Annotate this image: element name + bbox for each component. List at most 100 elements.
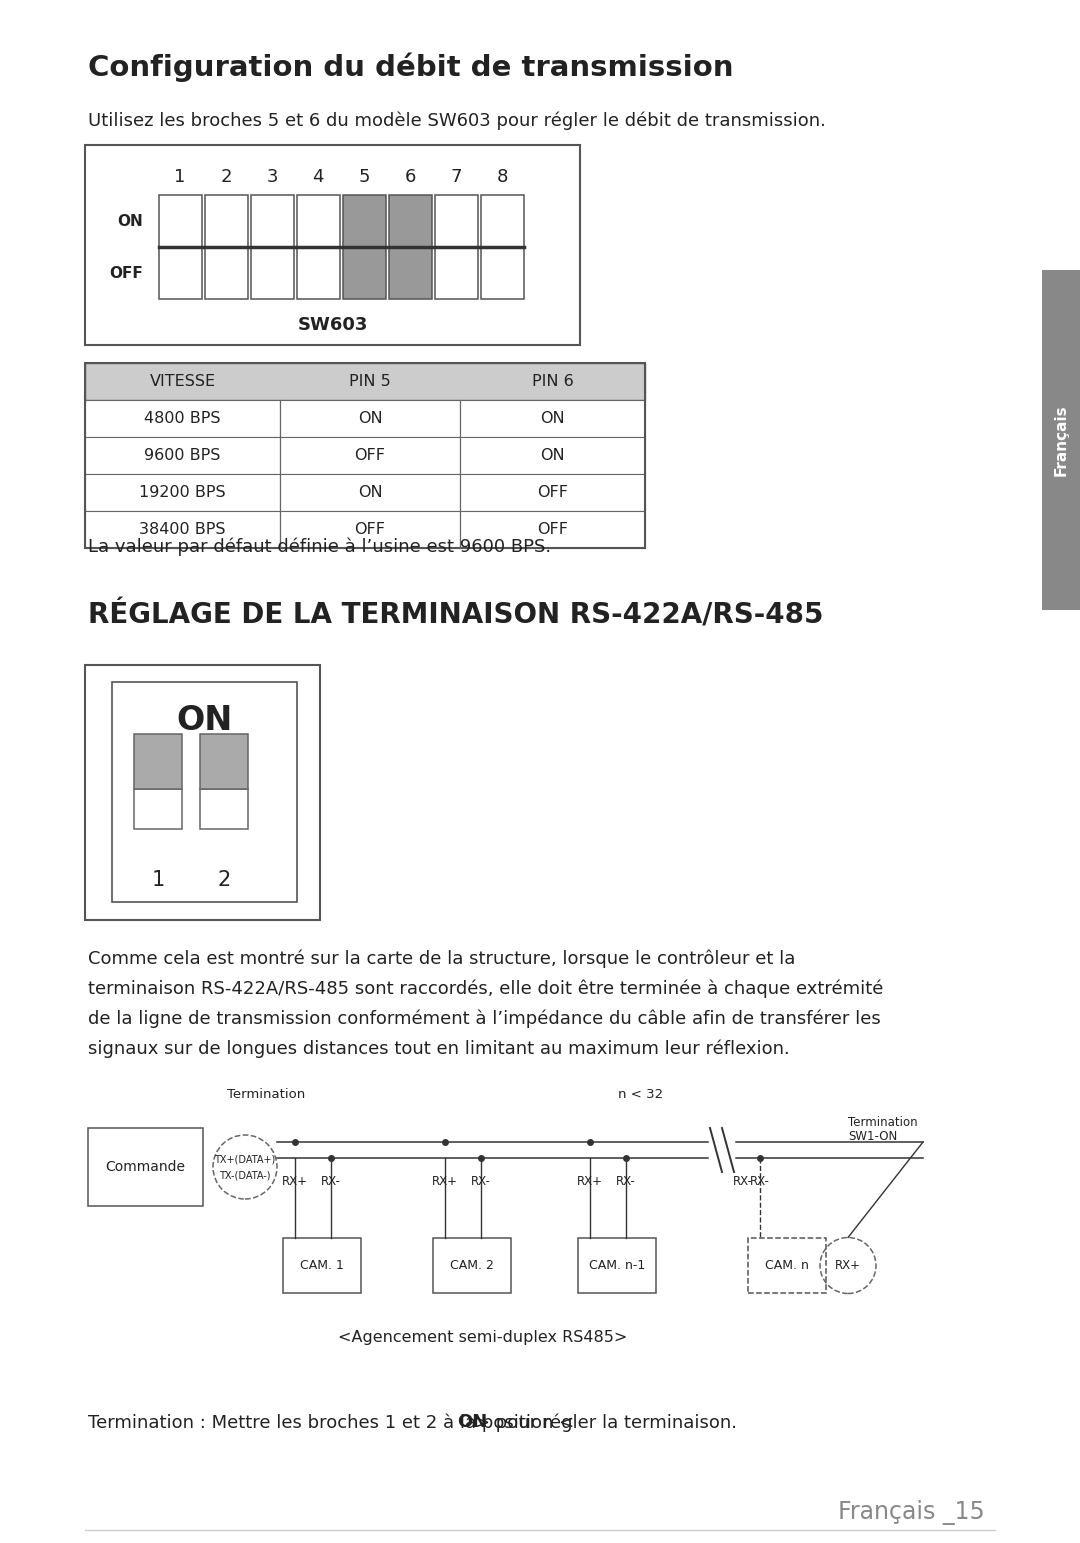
Text: 7: 7: [450, 168, 462, 187]
Bar: [85, 363, 645, 400]
Text: SW1-ON: SW1-ON: [848, 1131, 897, 1143]
Bar: [205, 247, 248, 299]
Bar: [280, 437, 460, 474]
Bar: [280, 400, 460, 437]
Bar: [481, 247, 524, 299]
Bar: [343, 194, 386, 247]
Text: OFF: OFF: [354, 522, 386, 537]
Bar: [85, 665, 320, 920]
Bar: [200, 734, 248, 788]
Text: TX-(DATA-): TX-(DATA-): [219, 1170, 271, 1180]
Bar: [251, 247, 294, 299]
Text: ON: ON: [458, 1413, 488, 1430]
Text: OFF: OFF: [109, 265, 143, 281]
Text: 9600 BPS: 9600 BPS: [145, 447, 220, 463]
Text: OFF: OFF: [537, 522, 568, 537]
Text: Termination: Termination: [227, 1088, 306, 1102]
Text: CAM. 1: CAM. 1: [300, 1259, 343, 1271]
Bar: [460, 400, 645, 437]
Text: SW603: SW603: [297, 316, 367, 333]
Text: <Agencement semi-duplex RS485>: <Agencement semi-duplex RS485>: [338, 1330, 627, 1345]
Bar: [460, 437, 645, 474]
Text: RX+: RX+: [432, 1176, 458, 1188]
Bar: [200, 788, 248, 829]
Text: RX-: RX-: [616, 1176, 636, 1188]
Bar: [283, 1237, 361, 1293]
Bar: [85, 474, 280, 511]
Text: ON: ON: [540, 447, 565, 463]
Text: signaux sur de longues distances tout en limitant au maximum leur réflexion.: signaux sur de longues distances tout en…: [87, 1040, 789, 1058]
Text: 3: 3: [267, 168, 278, 187]
Text: CAM. 2: CAM. 2: [450, 1259, 494, 1271]
Text: Français: Français: [1053, 404, 1068, 475]
Bar: [389, 247, 432, 299]
Text: RX-: RX-: [751, 1176, 770, 1188]
Text: La valeur par défaut définie à l’usine est 9600 BPS.: La valeur par défaut définie à l’usine e…: [87, 539, 551, 557]
Text: ON: ON: [176, 704, 232, 736]
Text: CAM. n: CAM. n: [765, 1259, 809, 1271]
Text: RÉGLAGE DE LA TERMINAISON RS-422A/RS-485: RÉGLAGE DE LA TERMINAISON RS-422A/RS-485: [87, 600, 824, 630]
Bar: [85, 511, 280, 548]
Bar: [134, 734, 183, 788]
Bar: [1042, 270, 1080, 609]
Bar: [112, 682, 297, 903]
Bar: [578, 1237, 656, 1293]
Text: > pour régler la terminaison.: > pour régler la terminaison.: [474, 1413, 737, 1432]
Text: ON: ON: [357, 410, 382, 426]
Bar: [297, 247, 340, 299]
Text: OFF: OFF: [537, 485, 568, 500]
Text: 2: 2: [220, 168, 232, 187]
Bar: [85, 363, 645, 548]
Text: Termination: Termination: [848, 1116, 918, 1128]
Text: n < 32: n < 32: [618, 1088, 663, 1102]
Bar: [205, 194, 248, 247]
Text: PIN 5: PIN 5: [349, 373, 391, 389]
Text: RX-: RX-: [321, 1176, 341, 1188]
Text: PIN 6: PIN 6: [531, 373, 573, 389]
Text: 4800 BPS: 4800 BPS: [145, 410, 220, 426]
Bar: [297, 194, 340, 247]
Bar: [87, 1128, 203, 1207]
Bar: [460, 511, 645, 548]
Text: 1: 1: [174, 168, 186, 187]
Text: Configuration du débit de transmission: Configuration du débit de transmission: [87, 52, 733, 82]
Bar: [159, 247, 202, 299]
Text: RX+: RX+: [282, 1176, 308, 1188]
Text: Termination : Mettre les broches 1 et 2 à la position <: Termination : Mettre les broches 1 et 2 …: [87, 1413, 575, 1432]
Text: de la ligne de transmission conformément à l’impédance du câble afin de transfér: de la ligne de transmission conformément…: [87, 1011, 881, 1029]
Text: 8: 8: [497, 168, 508, 187]
Text: RX+: RX+: [577, 1176, 603, 1188]
Bar: [251, 194, 294, 247]
Bar: [85, 145, 580, 346]
Bar: [481, 194, 524, 247]
Text: Commande: Commande: [106, 1160, 186, 1174]
Text: ON: ON: [117, 213, 143, 228]
Text: 6: 6: [404, 168, 416, 187]
Text: 4: 4: [312, 168, 324, 187]
Text: VITESSE: VITESSE: [149, 373, 216, 389]
Text: Comme cela est montré sur la carte de la structure, lorsque le contrôleur et la: Comme cela est montré sur la carte de la…: [87, 950, 795, 969]
Bar: [343, 247, 386, 299]
Bar: [280, 511, 460, 548]
Bar: [85, 400, 280, 437]
Text: RX+: RX+: [835, 1259, 861, 1271]
Text: ON: ON: [357, 485, 382, 500]
Text: 2: 2: [217, 870, 231, 890]
Text: 1: 1: [151, 870, 164, 890]
Bar: [748, 1237, 826, 1293]
Text: CAM. n-1: CAM. n-1: [589, 1259, 645, 1271]
Text: 38400 BPS: 38400 BPS: [139, 522, 226, 537]
Bar: [435, 247, 478, 299]
Bar: [460, 474, 645, 511]
Text: 5: 5: [359, 168, 369, 187]
Text: Français _15: Français _15: [838, 1500, 985, 1524]
Bar: [134, 788, 183, 829]
Text: Utilisez les broches 5 et 6 du modèle SW603 pour régler le débit de transmission: Utilisez les broches 5 et 6 du modèle SW…: [87, 113, 826, 131]
Bar: [85, 437, 280, 474]
Bar: [159, 194, 202, 247]
Text: 19200 BPS: 19200 BPS: [139, 485, 226, 500]
Text: RX-: RX-: [733, 1176, 753, 1188]
Bar: [389, 194, 432, 247]
Bar: [435, 194, 478, 247]
Bar: [433, 1237, 511, 1293]
